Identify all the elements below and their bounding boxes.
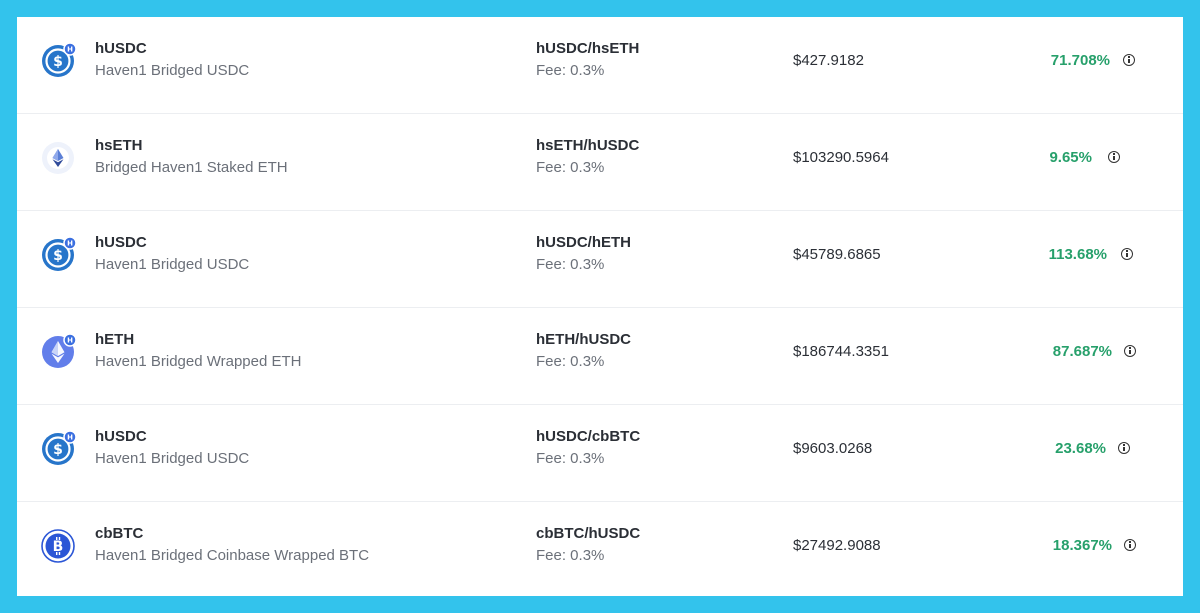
eth-icon: H	[41, 333, 77, 369]
svg-text:H: H	[67, 46, 73, 54]
pool-price: $427.9182	[793, 52, 864, 69]
svg-text:$: $	[53, 248, 63, 264]
pool-pair: hETH/hUSDC	[536, 331, 631, 348]
info-icon[interactable]	[1108, 151, 1120, 163]
svg-text:$: $	[53, 442, 63, 458]
token-symbol: hUSDC	[95, 40, 147, 57]
pool-apr: 87.687%	[1052, 343, 1112, 360]
pool-row-husdc-cbbtc[interactable]: $ H hUSDC Haven1 Bridged USDC hUSDC/cbBT…	[17, 405, 1183, 502]
pool-fee: Fee: 0.3%	[536, 547, 605, 564]
pool-list: $ H hUSDC Haven1 Bridged USDC hUSDC/hsET…	[17, 17, 1183, 596]
info-icon[interactable]	[1123, 54, 1135, 66]
svg-text:H: H	[67, 337, 73, 345]
usdc-icon: $ H	[41, 430, 77, 466]
pool-pair: cbBTC/hUSDC	[536, 525, 641, 542]
token-name: Bridged Haven1 Staked ETH	[95, 159, 288, 176]
pool-pair: hUSDC/hsETH	[536, 40, 640, 57]
info-icon[interactable]	[1124, 345, 1136, 357]
pool-price: $9603.0268	[793, 440, 873, 457]
token-symbol: cbBTC	[95, 525, 144, 542]
svg-text:$: $	[53, 54, 63, 70]
svg-text:H: H	[67, 434, 73, 442]
pool-fee: Fee: 0.3%	[536, 159, 605, 176]
info-icon[interactable]	[1118, 442, 1130, 454]
pool-fee: Fee: 0.3%	[536, 256, 605, 273]
pool-row-hseth-husdc[interactable]: hsETH Bridged Haven1 Staked ETH hsETH/hU…	[17, 114, 1183, 211]
token-name: Haven1 Bridged USDC	[95, 256, 250, 273]
pool-apr: 113.68%	[1048, 246, 1107, 263]
token-name: Haven1 Bridged Coinbase Wrapped BTC	[95, 547, 370, 564]
pool-price: $186744.3351	[793, 343, 889, 360]
hseth-icon	[41, 141, 75, 175]
token-symbol: hUSDC	[95, 234, 147, 251]
token-symbol: hETH	[95, 331, 135, 348]
pool-pair: hsETH/hUSDC	[536, 137, 640, 154]
info-icon[interactable]	[1121, 248, 1133, 260]
pool-pair: hUSDC/hETH	[536, 234, 631, 251]
token-name: Haven1 Bridged Wrapped ETH	[95, 353, 302, 370]
svg-text:H: H	[67, 240, 73, 248]
pool-fee: Fee: 0.3%	[536, 450, 605, 467]
info-icon[interactable]	[1124, 539, 1136, 551]
pool-price: $45789.6865	[793, 246, 881, 263]
pool-fee: Fee: 0.3%	[536, 353, 605, 370]
svg-text:B: B	[53, 539, 64, 555]
pool-apr: 9.65%	[1049, 149, 1092, 166]
pool-pair: hUSDC/cbBTC	[536, 428, 641, 445]
pool-apr: 23.68%	[1055, 440, 1106, 457]
token-symbol: hsETH	[95, 137, 143, 154]
btc-icon: B	[41, 529, 75, 563]
pool-row-heth-husdc[interactable]: H hETH Haven1 Bridged Wrapped ETH hETH/h…	[17, 308, 1183, 405]
pool-row-husdc-hseth[interactable]: $ H hUSDC Haven1 Bridged USDC hUSDC/hsET…	[17, 17, 1183, 114]
token-symbol: hUSDC	[95, 428, 147, 445]
pool-fee: Fee: 0.3%	[536, 62, 605, 79]
pool-apr: 18.367%	[1052, 537, 1112, 554]
pool-price: $27492.9088	[793, 537, 881, 554]
usdc-icon: $ H	[41, 236, 77, 272]
pool-price: $103290.5964	[793, 149, 889, 166]
pool-row-husdc-heth[interactable]: $ H hUSDC Haven1 Bridged USDC hUSDC/hETH…	[17, 211, 1183, 308]
token-name: Haven1 Bridged USDC	[95, 450, 250, 467]
usdc-icon: $ H	[41, 42, 77, 78]
pool-apr: 71.708%	[1050, 52, 1110, 69]
token-name: Haven1 Bridged USDC	[95, 62, 250, 79]
pool-row-cbbtc-husdc[interactable]: B cbBTC Haven1 Bridged Coinbase Wrapped …	[17, 502, 1183, 599]
